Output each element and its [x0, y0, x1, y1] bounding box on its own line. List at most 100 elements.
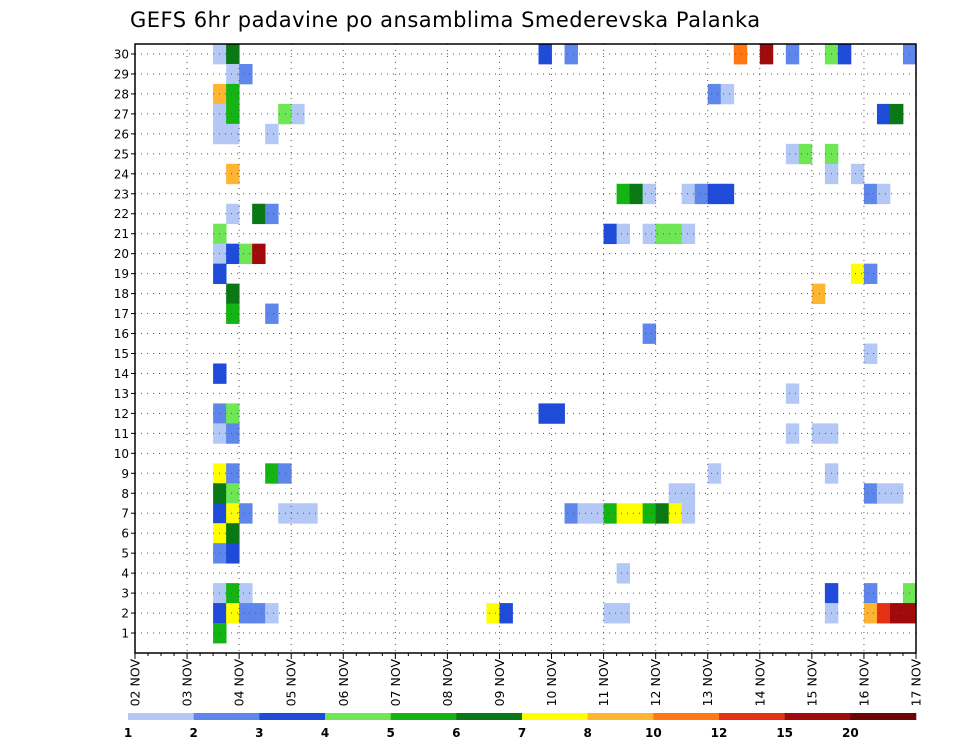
y-tick-label: 24	[114, 167, 129, 181]
heatmap-cell-m30-t33	[564, 44, 578, 65]
x-tick-label: 07 NOV	[388, 659, 403, 707]
heatmap-cell-m2-t9	[252, 603, 266, 624]
heatmap-cell-m26-t10	[265, 123, 279, 145]
heatmap-cell-m12-t7	[226, 403, 240, 424]
x-tick-label: 05 NOV	[284, 659, 299, 707]
legend-swatch	[587, 713, 654, 720]
heatmap-cell-m21-t40	[655, 223, 670, 245]
heatmap-cell-m7-t37	[616, 503, 631, 524]
x-tick-label: 12 NOV	[648, 659, 663, 707]
heatmap-cell-m2-t27	[486, 603, 500, 624]
y-tick-label: 12	[114, 407, 129, 421]
legend-swatch	[193, 713, 260, 720]
y-tick-label: 15	[114, 347, 129, 361]
x-tick-label: 02 NOV	[128, 659, 143, 707]
x-tick-label: 06 NOV	[336, 659, 351, 707]
heatmap-cell-m9-t10	[265, 463, 279, 484]
legend-swatch	[325, 713, 391, 720]
heatmap-cell-m25-t51	[798, 143, 813, 165]
heatmap-cell-m7-t11	[278, 503, 292, 524]
legend-label: 6	[452, 726, 460, 740]
heatmap-cell-m29-t8	[239, 63, 253, 85]
cells-layer	[213, 44, 917, 644]
legend-swatch	[850, 713, 917, 720]
heatmap-cell-m21-t36	[603, 223, 618, 245]
heatmap-cell-m2-t8	[239, 603, 253, 624]
y-tick-label: 2	[121, 607, 129, 621]
legend-label: 12	[711, 726, 728, 740]
heatmap-cell-m30-t46	[733, 44, 748, 65]
y-tick-label: 5	[121, 547, 129, 561]
heatmap-cell-m17-t10	[265, 303, 279, 324]
heatmap-cell-m8-t42	[681, 483, 696, 504]
legend-label: 10	[645, 726, 662, 740]
heatmap-cell-m24-t55	[850, 163, 865, 185]
heatmap-cell-m7-t36	[603, 503, 618, 524]
heatmap-cell-m4-t37	[616, 563, 631, 584]
heatmap-cell-m2-t58	[889, 603, 904, 624]
heatmap-cell-m23-t39	[642, 183, 657, 205]
legend-label: 7	[518, 726, 526, 740]
y-tick-label: 23	[114, 187, 129, 201]
legend-swatch	[390, 713, 457, 720]
legend-label: 3	[255, 726, 263, 740]
heatmap-cell-m11-t52	[811, 423, 826, 444]
y-tick-label: 8	[121, 487, 129, 501]
heatmap-cell-m2-t57	[876, 603, 891, 624]
y-tick-label: 20	[114, 247, 129, 261]
heatmap-cell-m26-t7	[226, 123, 240, 145]
heatmap-cell-m27-t11	[278, 103, 292, 125]
heatmap-cell-m23-t56	[863, 183, 878, 205]
y-tick-label: 10	[114, 447, 129, 461]
heatmap-cell-m7-t7	[226, 503, 240, 524]
heatmap-cell-m7-t13	[304, 503, 318, 524]
heatmap-cell-m24-t7	[226, 163, 240, 185]
heatmap-cell-m11-t50	[785, 423, 800, 444]
heatmap-cell-m30-t31	[538, 44, 552, 65]
heatmap-cell-m7-t34	[577, 503, 591, 524]
legend-swatch	[259, 713, 326, 720]
heatmap-cell-m27-t7	[226, 103, 240, 125]
x-tick-label: 13 NOV	[700, 659, 715, 707]
heatmap-cell-m8-t7	[226, 483, 240, 504]
x-tick-label: 04 NOV	[232, 659, 247, 707]
legend-swatch	[653, 713, 720, 720]
heatmap-cell-m27-t57	[876, 103, 891, 125]
legend-label: 4	[321, 726, 329, 740]
heatmap-cell-m18-t52	[811, 283, 826, 304]
heatmap-cell-m9-t44	[707, 463, 722, 484]
y-tick-label: 22	[114, 207, 129, 221]
y-tick-label: 29	[114, 67, 129, 81]
heatmap-cell-m28-t45	[720, 83, 735, 105]
heatmap-cell-m8-t57	[876, 483, 891, 504]
heatmap-cell-m2-t37	[616, 603, 631, 624]
heatmap-cell-m7-t42	[681, 503, 696, 524]
heatmap-cell-m28-t44	[707, 83, 722, 105]
y-tick-label: 21	[114, 227, 129, 241]
y-tick-label: 13	[114, 387, 129, 401]
y-tick-label: 27	[114, 107, 129, 121]
color-legend: 1 2 3 4 5 6 7 8 10 12 15 20	[124, 713, 917, 740]
heatmap-cell-m23-t43	[694, 183, 709, 205]
heatmap-cell-m7-t40	[655, 503, 670, 524]
x-tick-label: 11 NOV	[596, 659, 611, 707]
y-tick-label: 4	[121, 567, 129, 581]
heatmap-cell-m22-t9	[252, 203, 266, 225]
legend-label: 2	[189, 726, 197, 740]
heatmap-cell-m23-t37	[616, 183, 631, 205]
y-tick-label: 6	[121, 527, 129, 541]
x-tick-label: 14 NOV	[752, 659, 767, 707]
x-tick-label: 03 NOV	[180, 659, 195, 707]
heatmap-cell-m8-t56	[863, 483, 878, 504]
y-tick-label: 9	[121, 467, 129, 481]
heatmap-cell-m23-t45	[720, 183, 735, 205]
heatmap-cell-m16-t39	[642, 323, 657, 344]
heatmap-cell-m2-t7	[226, 603, 240, 624]
chart-title: GEFS 6hr padavine po ansamblima Smederev…	[130, 8, 761, 32]
heatmap-cell-m13-t50	[785, 383, 800, 404]
heatmap-cell-m22-t10	[265, 203, 279, 225]
heatmap-cell-m12-t32	[551, 403, 565, 424]
legend-label: 1	[124, 726, 132, 740]
heatmap-cell-m22-t7	[226, 203, 240, 225]
